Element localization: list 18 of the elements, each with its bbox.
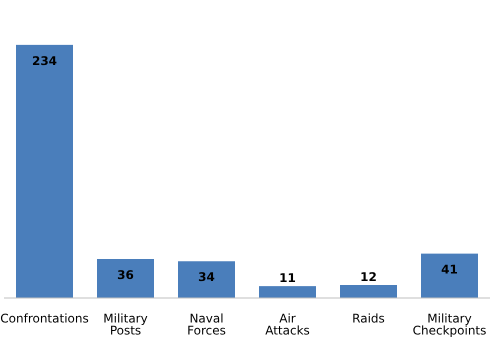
bar (421, 254, 478, 298)
bar (97, 259, 154, 298)
data-label: 36 (117, 268, 134, 282)
x-tick-label: Air Attacks (265, 312, 310, 338)
data-label: 12 (360, 270, 377, 284)
data-label: 41 (441, 262, 458, 277)
x-tick-label: Confrontations (0, 312, 89, 326)
bar (178, 261, 235, 298)
x-tick-label: Military Posts (103, 312, 148, 338)
x-tick-label: Raids (352, 312, 385, 326)
data-label: 34 (198, 270, 215, 284)
x-tick-label: Military Checkpoints (412, 312, 486, 338)
bar (16, 44, 73, 298)
data-label: 234 (32, 54, 58, 68)
bar (259, 286, 316, 298)
x-tick-label: Naval Forces (187, 312, 226, 338)
bar (340, 285, 397, 298)
data-label: 11 (279, 271, 296, 286)
